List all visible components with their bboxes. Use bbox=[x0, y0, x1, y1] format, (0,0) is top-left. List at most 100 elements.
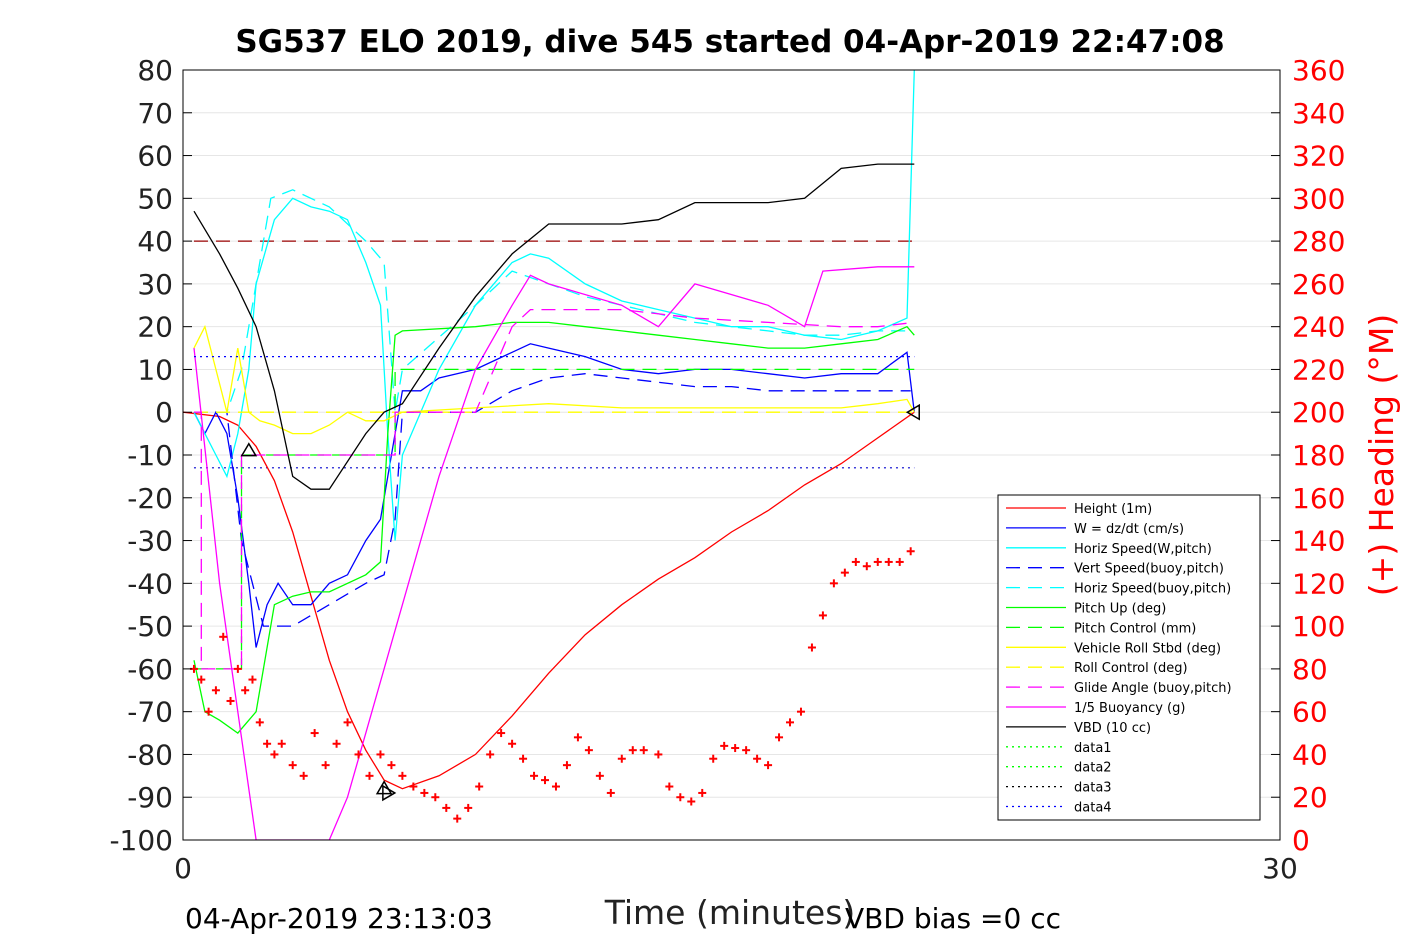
legend-entry: Vehicle Roll Stbd (deg) bbox=[1006, 641, 1221, 656]
event-marker bbox=[382, 784, 397, 802]
heading-point bbox=[226, 696, 235, 705]
legend-label: Height (1m) bbox=[1074, 502, 1152, 517]
y-tick-label-left: -50 bbox=[127, 610, 173, 643]
y-tick-label-right: 340 bbox=[1292, 97, 1345, 130]
heading-point bbox=[698, 788, 707, 797]
legend-entry: VBD (10 cc) bbox=[1006, 721, 1151, 736]
y-tick-label-left: -40 bbox=[127, 567, 173, 600]
heading-point bbox=[431, 793, 440, 802]
series-line-7 bbox=[193, 324, 915, 435]
legend-label: Vert Speed(buoy,pitch) bbox=[1074, 562, 1224, 577]
y-tick-label-right: 40 bbox=[1292, 738, 1328, 771]
heading-point bbox=[310, 729, 319, 738]
event-marker bbox=[240, 442, 258, 457]
heading-point bbox=[731, 744, 740, 753]
heading-point bbox=[709, 754, 718, 763]
y-tick-label-right: 300 bbox=[1292, 182, 1345, 215]
legend-entry: 1/5 Buoyancy (g) bbox=[1006, 701, 1185, 716]
legend-entry: data1 bbox=[1006, 741, 1112, 756]
footer-timestamp: 04-Apr-2019 23:13:03 bbox=[185, 902, 493, 935]
heading-point bbox=[387, 761, 396, 770]
legend-label: data2 bbox=[1074, 761, 1112, 776]
heading-point bbox=[720, 741, 729, 750]
heading-point bbox=[786, 718, 795, 727]
series-line-5 bbox=[193, 321, 915, 734]
heading-point bbox=[486, 750, 495, 759]
heading-point bbox=[753, 754, 762, 763]
heading-point bbox=[343, 718, 352, 727]
heading-point bbox=[530, 771, 539, 780]
heading-point bbox=[687, 797, 696, 806]
heading-point bbox=[895, 557, 904, 566]
heading-point bbox=[420, 788, 429, 797]
heading-point bbox=[241, 686, 250, 695]
legend-entry: data3 bbox=[1006, 781, 1112, 796]
heading-point bbox=[277, 739, 286, 748]
heading-point bbox=[654, 750, 663, 759]
y-tick-label-left: 70 bbox=[137, 97, 173, 130]
heading-point bbox=[639, 746, 648, 755]
series-line-1 bbox=[193, 343, 915, 648]
legend-label: data3 bbox=[1074, 781, 1112, 796]
y-tick-label-left: 10 bbox=[137, 353, 173, 386]
y-tick-label-left: -20 bbox=[127, 482, 173, 515]
legend-label: Glide Angle (buoy,pitch) bbox=[1074, 681, 1232, 696]
axis-ticks: 80706050403020100-10-20-30-40-50-60-70-8… bbox=[109, 54, 1345, 885]
heading-point bbox=[497, 729, 506, 738]
legend-entry: Vert Speed(buoy,pitch) bbox=[1006, 562, 1224, 577]
footer-vbd-bias: VBD bias =0 cc bbox=[845, 902, 1061, 935]
heading-point bbox=[829, 579, 838, 588]
y-tick-label-left: -60 bbox=[127, 653, 173, 686]
heading-point bbox=[573, 733, 582, 742]
y-tick-label-right: 100 bbox=[1292, 610, 1345, 643]
heading-point bbox=[453, 814, 462, 823]
y-tick-label-right: 220 bbox=[1292, 353, 1345, 386]
legend-label: 1/5 Buoyancy (g) bbox=[1074, 701, 1185, 716]
heading-point bbox=[354, 750, 363, 759]
legend-label: Pitch Control (mm) bbox=[1074, 621, 1196, 636]
heading-point bbox=[775, 733, 784, 742]
legend-label: W = dz/dt (cm/s) bbox=[1074, 522, 1184, 537]
heading-point bbox=[508, 739, 517, 748]
legend-entry: Pitch Control (mm) bbox=[1006, 621, 1196, 636]
y-tick-label-left: 40 bbox=[137, 225, 173, 258]
heading-point bbox=[595, 771, 604, 780]
heading-point bbox=[211, 686, 220, 695]
series-line-3 bbox=[194, 373, 911, 627]
right-axis-label: (+) Heading (°M) bbox=[1362, 314, 1401, 596]
plot-area bbox=[183, 70, 920, 840]
y-tick-label-right: 0 bbox=[1292, 824, 1310, 857]
y-tick-label-right: 180 bbox=[1292, 439, 1345, 472]
legend-label: VBD (10 cc) bbox=[1074, 721, 1151, 736]
heading-point bbox=[197, 675, 206, 684]
heading-point bbox=[840, 568, 849, 577]
heading-point bbox=[665, 782, 674, 791]
y-tick-label-right: 140 bbox=[1292, 525, 1345, 558]
y-tick-label-right: 200 bbox=[1292, 396, 1345, 429]
y-tick-label-right: 280 bbox=[1292, 225, 1345, 258]
heading-point bbox=[873, 557, 882, 566]
y-tick-label-left: -80 bbox=[127, 738, 173, 771]
heading-point bbox=[398, 771, 407, 780]
y-tick-label-left: -30 bbox=[127, 525, 173, 558]
series-line-0 bbox=[183, 411, 915, 790]
y-tick-label-right: 120 bbox=[1292, 567, 1345, 600]
heading-point bbox=[288, 761, 297, 770]
heading-point bbox=[807, 643, 816, 652]
y-tick-label-left: 50 bbox=[137, 182, 173, 215]
legend-label: Horiz Speed(W,pitch) bbox=[1074, 542, 1212, 557]
x-axis-label: Time (minutes) bbox=[604, 893, 856, 932]
legend-entry: Height (1m) bbox=[1006, 502, 1152, 517]
heading-point bbox=[628, 746, 637, 755]
heading-point bbox=[884, 557, 893, 566]
heading-point bbox=[204, 707, 213, 716]
series-line-10 bbox=[193, 266, 915, 840]
x-tick-label: 0 bbox=[174, 852, 192, 885]
heading-point bbox=[818, 611, 827, 620]
series-line-9 bbox=[194, 308, 915, 670]
y-tick-label-left: 20 bbox=[137, 311, 173, 344]
legend-entry: Pitch Up (deg) bbox=[1006, 602, 1166, 617]
legend: Height (1m) W = dz/dt (cm/s) Horiz Speed(W… bbox=[997, 494, 1261, 821]
heading-point bbox=[742, 746, 751, 755]
